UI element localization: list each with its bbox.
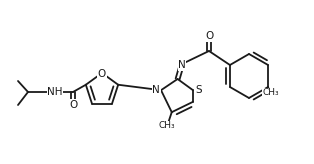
Text: O: O <box>69 100 77 110</box>
Text: CH₃: CH₃ <box>263 88 279 97</box>
Text: N: N <box>178 60 186 70</box>
Text: O: O <box>98 69 106 79</box>
Text: NH: NH <box>47 87 63 97</box>
Text: S: S <box>195 85 202 95</box>
Text: O: O <box>205 31 213 41</box>
Text: CH₃: CH₃ <box>159 121 175 130</box>
Text: N: N <box>152 85 160 95</box>
